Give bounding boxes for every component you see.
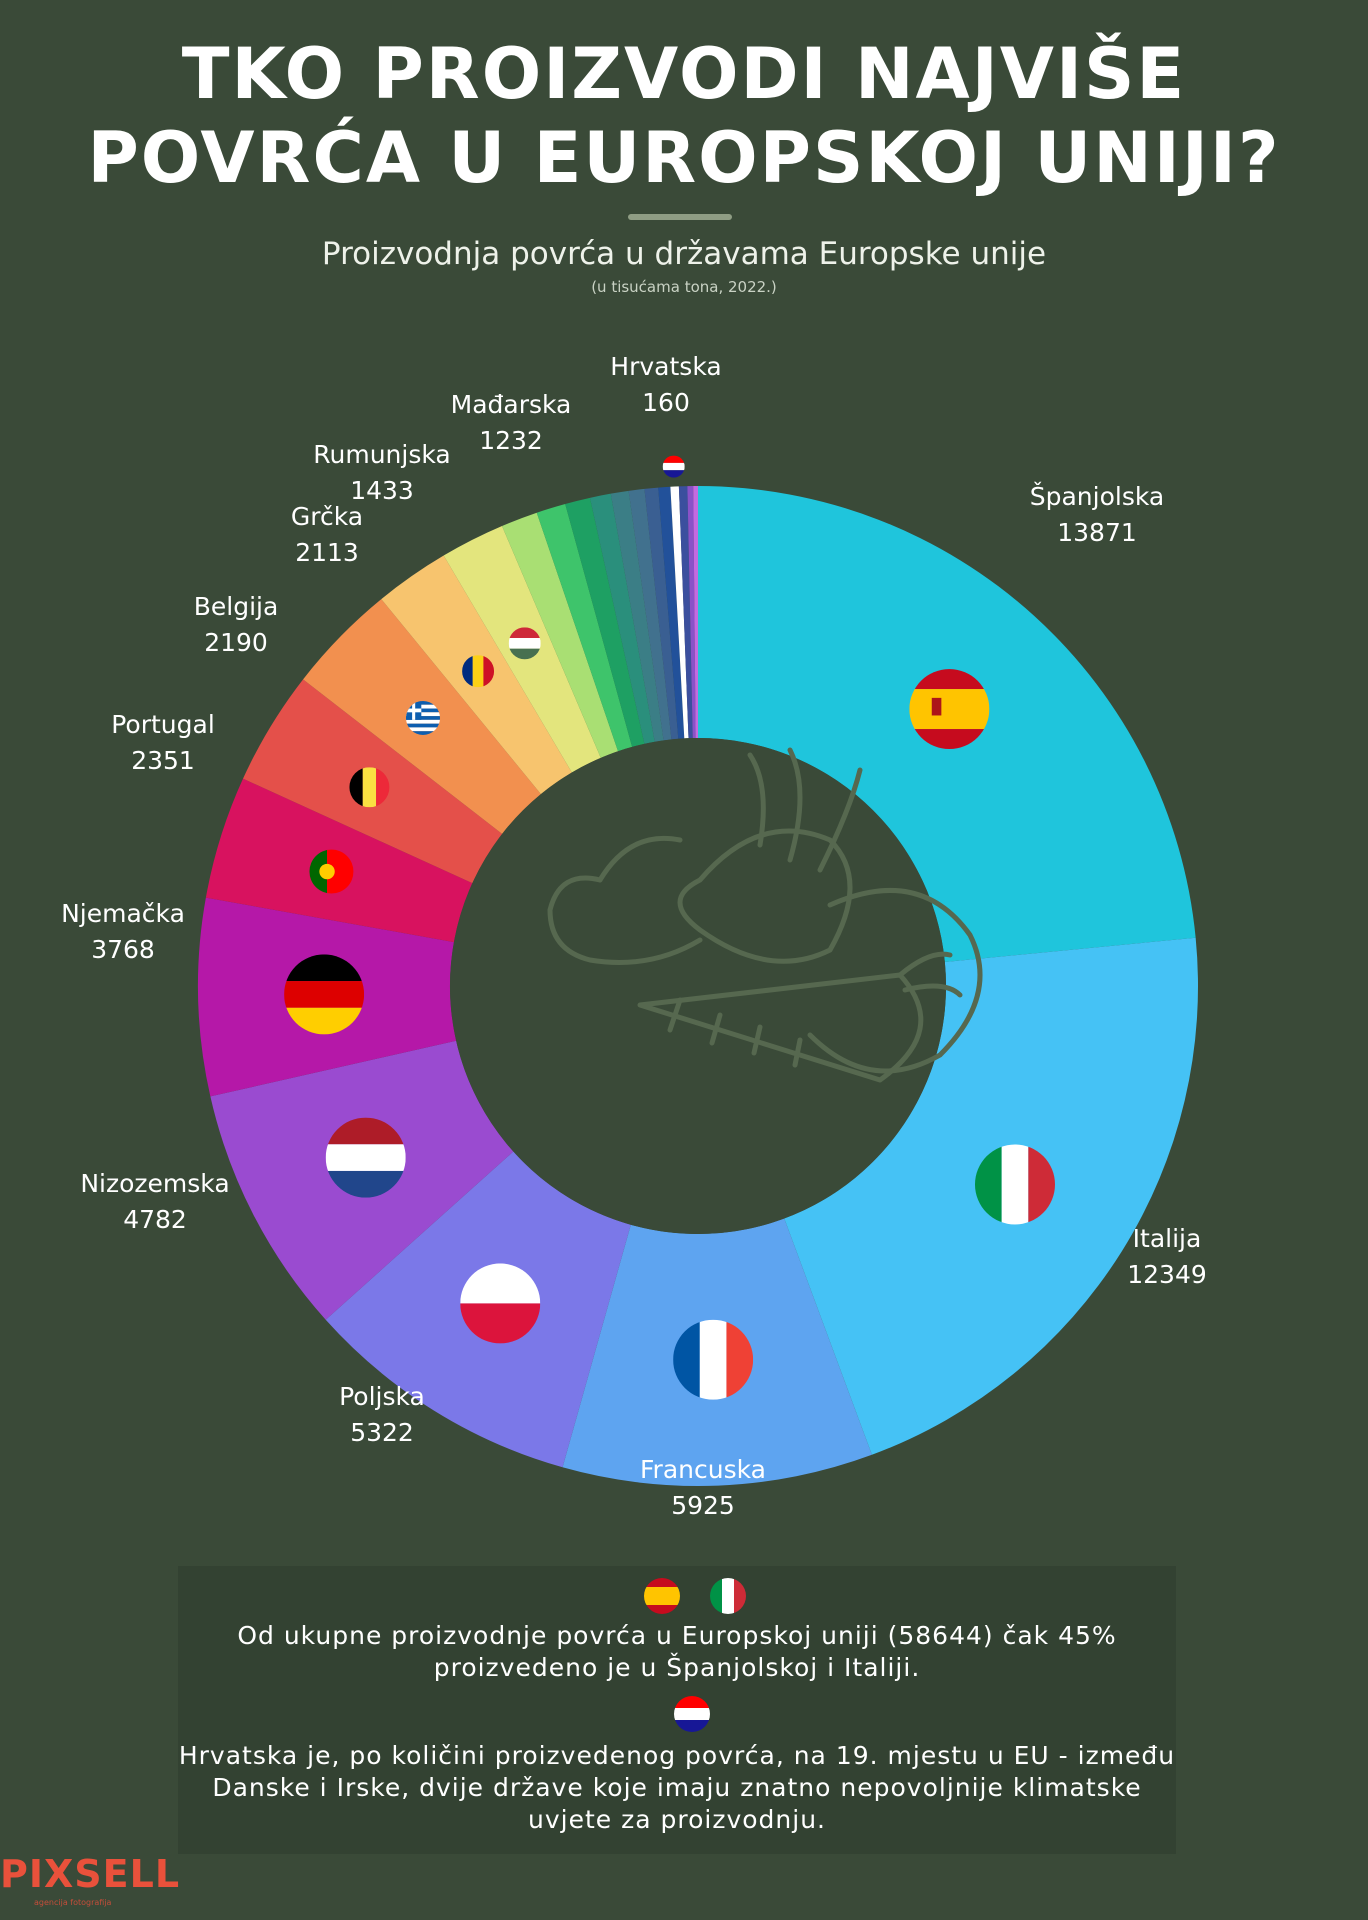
donut-slices bbox=[198, 486, 1198, 1486]
label-value-njemacka: 3768 bbox=[91, 935, 155, 964]
label-name-belgija: Belgija bbox=[194, 592, 279, 621]
slice-belgija bbox=[243, 679, 503, 884]
label-name-francuska: Francuska bbox=[640, 1455, 766, 1484]
belgium-flag-icon bbox=[349, 767, 390, 808]
croatia-flag-icon bbox=[662, 455, 685, 478]
slice-other-17 bbox=[644, 487, 679, 740]
slice-njemacka bbox=[198, 897, 457, 1097]
label-name-njemacka: Njemačka bbox=[61, 899, 185, 928]
label-value-madarska: 1232 bbox=[479, 426, 543, 455]
label-name-spanjolska: Španjolska bbox=[1030, 481, 1164, 511]
label-name-nizozemska: Nizozemska bbox=[80, 1169, 229, 1198]
slice-other-14 bbox=[589, 493, 655, 744]
info-note-croatia: Hrvatska je, po količini proizvedenog po… bbox=[178, 1741, 1176, 1834]
donut-hole bbox=[450, 738, 946, 1234]
slice-other-20 bbox=[678, 486, 693, 739]
slice-other-21 bbox=[687, 486, 696, 739]
hungary-flag-icon bbox=[508, 627, 541, 660]
poland-flag-icon bbox=[460, 1263, 541, 1344]
label-value-grcka: 2113 bbox=[295, 538, 359, 567]
slice-grcka bbox=[303, 599, 541, 834]
slice-other-12 bbox=[536, 503, 633, 752]
label-value-hrvatska: 160 bbox=[642, 388, 690, 417]
label-value-spanjolska: 13871 bbox=[1057, 518, 1137, 547]
italy-flag-icon bbox=[710, 1578, 746, 1614]
spain-flag-icon bbox=[644, 1578, 680, 1614]
label-value-rumunjska: 1433 bbox=[350, 476, 414, 505]
slice-other-15 bbox=[610, 490, 664, 742]
info-note-share: Od ukupne proizvodnje povrća u Europskoj… bbox=[237, 1621, 1117, 1682]
slice-other-16 bbox=[628, 488, 672, 741]
title-line-2: POVRĆA U EUROPSKOJ UNIJI? bbox=[87, 117, 1281, 199]
chart-subtitle: Proizvodnja povrća u državama Europske u… bbox=[321, 236, 1047, 272]
chart-unit-note: (u tisućama tona, 2022.) bbox=[591, 278, 777, 296]
slice-madarska bbox=[443, 526, 601, 773]
label-name-italija: Italija bbox=[1133, 1224, 1202, 1253]
flag-markers bbox=[284, 455, 1055, 1400]
info-box: Od ukupne proizvodnje povrća u Europskoj… bbox=[178, 1566, 1176, 1854]
label-value-belgija: 2190 bbox=[204, 628, 268, 657]
label-value-nizozemska: 4782 bbox=[123, 1205, 187, 1234]
label-value-francuska: 5925 bbox=[671, 1491, 735, 1520]
slice-other-13 bbox=[565, 497, 645, 747]
slice-italija bbox=[784, 937, 1198, 1455]
slice-hrvatska bbox=[670, 486, 689, 739]
label-name-hrvatska: Hrvatska bbox=[610, 352, 721, 381]
romania-flag-icon bbox=[462, 655, 495, 688]
france-flag-icon bbox=[673, 1319, 754, 1400]
greece-flag-icon bbox=[406, 700, 441, 735]
slice-rumunjska bbox=[381, 555, 572, 795]
label-name-rumunjska: Rumunjska bbox=[313, 440, 450, 469]
vegetables-icon bbox=[547, 747, 983, 1083]
label-value-italija: 12349 bbox=[1127, 1260, 1207, 1289]
label-name-portugal: Portugal bbox=[111, 710, 215, 739]
croatia-flag-icon bbox=[674, 1696, 710, 1732]
slice-other-11 bbox=[502, 512, 619, 758]
netherlands-flag-icon bbox=[325, 1117, 406, 1198]
slice-francuska bbox=[562, 1218, 872, 1486]
title-line-1: TKO PROIZVODI NAJVIŠE bbox=[181, 33, 1187, 115]
label-name-madarska: Mađarska bbox=[451, 390, 572, 419]
slice-portugal bbox=[205, 778, 473, 943]
spain-flag-icon bbox=[909, 669, 990, 750]
logo-tagline: agencija fotografija bbox=[34, 1898, 112, 1907]
germany-flag-icon bbox=[284, 954, 365, 1035]
slice-other-18 bbox=[658, 486, 685, 739]
label-value-portugal: 2351 bbox=[131, 746, 195, 775]
label-name-poljska: Poljska bbox=[339, 1382, 425, 1411]
label-value-poljska: 5322 bbox=[350, 1418, 414, 1447]
pixsell-logo: PIXSELL bbox=[0, 1852, 181, 1896]
slice-labels: Španjolska 13871 Italija 12349 Francuska 5925… bbox=[61, 352, 1207, 1520]
slice-other-22 bbox=[693, 486, 698, 739]
slice-nizozemska bbox=[210, 1040, 514, 1320]
title-divider bbox=[628, 214, 732, 220]
page-title: TKO PROIZVODI NAJVIŠE POVRĆA U EUROPSKOJ… bbox=[0, 32, 1368, 200]
label-name-grcka: Grčka bbox=[291, 502, 363, 531]
slice-poljska bbox=[325, 1151, 631, 1468]
italy-flag-icon bbox=[974, 1144, 1055, 1225]
slice-spanjolska bbox=[698, 486, 1196, 963]
portugal-flag-icon bbox=[309, 849, 354, 894]
